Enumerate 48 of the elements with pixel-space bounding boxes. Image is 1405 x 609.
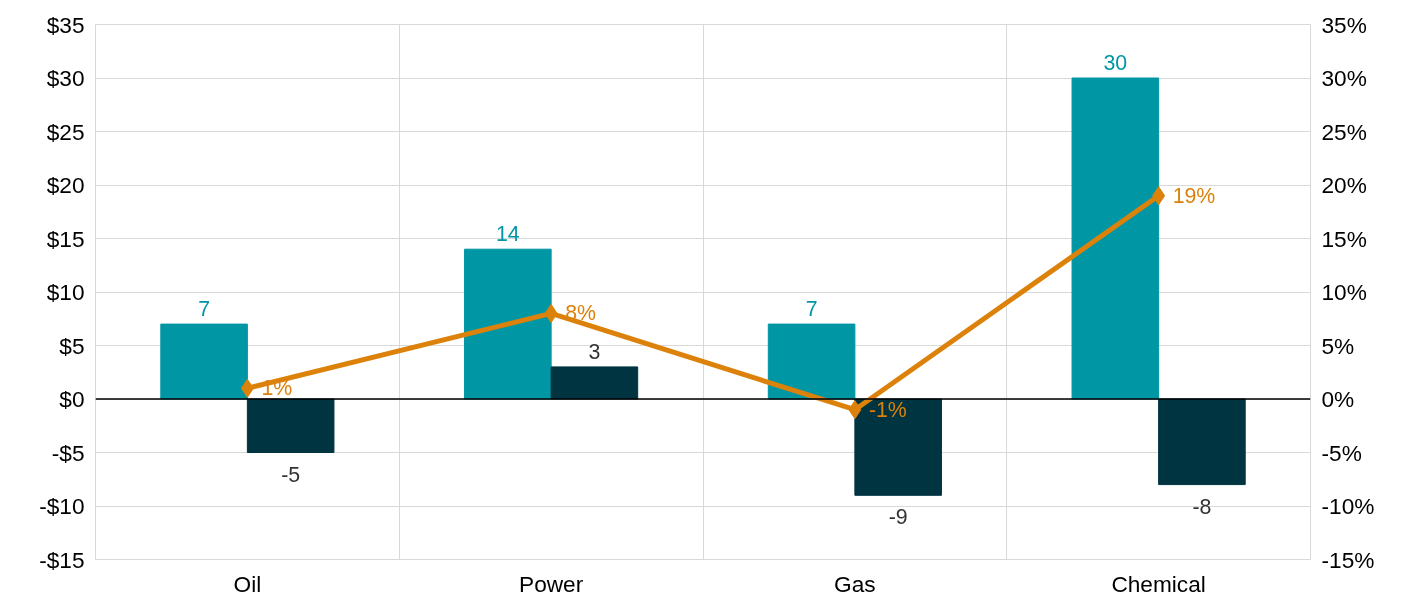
y2-tick-label: 15% — [1321, 225, 1367, 252]
y-tick-label: $25 — [46, 118, 85, 145]
point — [544, 303, 558, 323]
x-tick-label: Chemical — [1111, 570, 1206, 597]
y-tick-label: $30 — [46, 65, 85, 91]
y2-tick-label: 10% — [1321, 279, 1367, 305]
data-label: 14 — [495, 222, 520, 247]
x-tick-label: Oil — [233, 570, 262, 597]
y2-tick-label: 25% — [1321, 118, 1367, 145]
data-label: -9 — [888, 505, 908, 530]
bar — [767, 323, 856, 400]
data-label: 3 — [588, 339, 601, 364]
y-tick-label: $20 — [46, 172, 85, 198]
y-tick-label: $10 — [46, 279, 85, 305]
bar — [1158, 398, 1246, 486]
bar — [464, 248, 552, 400]
data-label: -5 — [281, 462, 301, 487]
y-tick-label: $5 — [59, 332, 85, 359]
data-label: 19% — [1172, 183, 1216, 208]
y2-tick-label: -15% — [1321, 546, 1375, 573]
data-label: 30 — [1103, 51, 1128, 75]
bar — [160, 323, 248, 400]
y2-tick-label: 35% — [1321, 11, 1367, 38]
data-label: 7 — [805, 297, 818, 322]
y2-tick-label: 0% — [1321, 386, 1355, 412]
data-label: -1% — [868, 397, 907, 422]
y-tick-label: -$5 — [51, 439, 85, 466]
y-tick-label: $0 — [59, 386, 85, 412]
y-tick-label: $15 — [46, 225, 85, 252]
bar — [246, 398, 335, 453]
point — [848, 400, 862, 420]
y2-tick-label: -10% — [1321, 493, 1375, 519]
y2-tick-label: 30% — [1321, 65, 1367, 91]
y-tick-label: -$15 — [39, 546, 85, 573]
bar — [1071, 77, 1160, 400]
bar — [550, 366, 639, 400]
y2-tick-label: 20% — [1321, 172, 1367, 198]
y2-tick-label: 5% — [1321, 332, 1355, 359]
y2-tick-label: -5% — [1321, 439, 1362, 466]
x-tick-label: Power — [519, 570, 584, 597]
x-tick-label: Gas — [834, 570, 876, 597]
bar — [854, 398, 942, 496]
y-tick-label: -$10 — [39, 493, 85, 519]
point — [240, 378, 254, 398]
point — [1152, 186, 1166, 206]
y-tick-label: $35 — [46, 11, 85, 38]
data-label: 7 — [198, 297, 211, 322]
data-label: -8 — [1192, 494, 1212, 519]
